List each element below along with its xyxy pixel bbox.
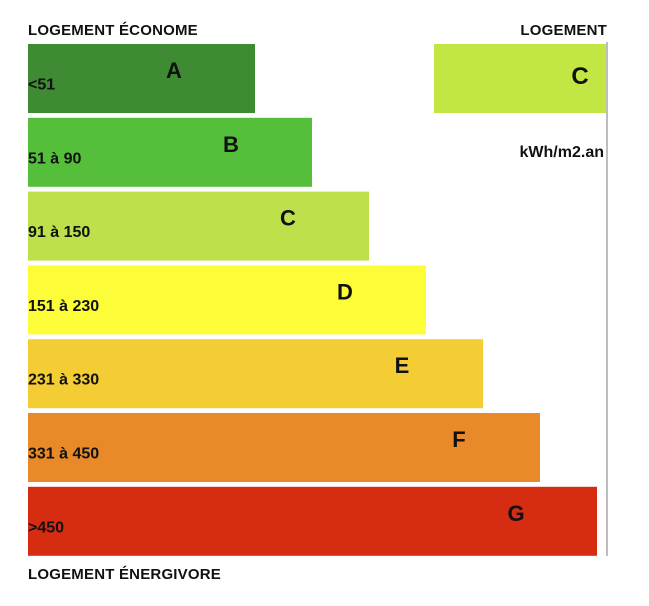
bar-letter-label: B: [223, 132, 239, 157]
bar-b: [28, 117, 312, 187]
bar-range-label: 151 à 230: [28, 298, 99, 315]
current-rating-letter: C: [571, 63, 588, 90]
bar-range-label: 231 à 330: [28, 372, 99, 389]
econome-label: LOGEMENT ÉCONOME: [28, 22, 198, 39]
bar-f: [28, 413, 540, 482]
bar-range-label: <51: [28, 77, 55, 94]
bar-range-label: 51 à 90: [28, 150, 81, 167]
energivore-label: LOGEMENT ÉNERGIVORE: [28, 566, 221, 583]
bar-letter-label: D: [337, 279, 353, 304]
bar-d: [28, 265, 426, 335]
rating-divider: [606, 42, 608, 556]
bar-range-label: 91 à 150: [28, 224, 90, 241]
bar-e: [28, 339, 483, 409]
bar-letter-label: E: [395, 353, 410, 378]
bar-range-label: >450: [28, 519, 64, 536]
bar-c: [28, 191, 369, 261]
unit-label: kWh/m2.an: [520, 144, 604, 161]
bar-g: [28, 486, 597, 556]
bar-letter-label: F: [452, 427, 465, 452]
bar-range-label: 331 à 450: [28, 446, 99, 463]
logement-label: LOGEMENT: [520, 22, 607, 39]
bar-a: [28, 44, 255, 113]
bar-letter-label: G: [507, 501, 524, 526]
current-rating-box: [434, 44, 606, 113]
bar-letter-label: A: [166, 58, 182, 83]
bar-letter-label: C: [280, 206, 296, 231]
